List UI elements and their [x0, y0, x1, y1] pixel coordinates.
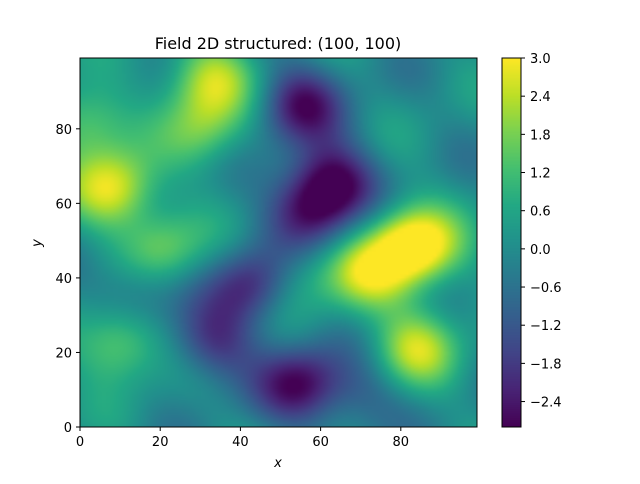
colorbar-tick-label: −1.2 — [530, 319, 562, 334]
y-tick-label: 80 — [55, 123, 72, 138]
x-axis-label: x — [273, 456, 282, 471]
x-tick-label: 60 — [312, 435, 329, 450]
colorbar-tick-label: −2.4 — [530, 396, 562, 411]
x-tick-label: 20 — [152, 435, 169, 450]
colorbar-frame — [501, 57, 522, 428]
y-axis-label: y — [30, 239, 45, 248]
x-tick-label: 80 — [393, 435, 410, 450]
colorbar-tick-label: −0.6 — [530, 281, 562, 296]
colorbar-tick-label: 1.2 — [530, 167, 551, 182]
y-tick-label: 60 — [55, 197, 72, 212]
colorbar-tick-label: 0.6 — [530, 205, 551, 220]
colorbar-tick-label: 2.4 — [530, 90, 551, 105]
chart-title: Field 2D structured: (100, 100) — [155, 34, 402, 53]
field-image — [80, 58, 477, 427]
colorbar-gradient — [502, 58, 521, 427]
x-tick-label: 0 — [76, 435, 84, 450]
x-tick-label: 40 — [232, 435, 249, 450]
colorbar-tick-label: 1.8 — [530, 128, 551, 143]
y-tick-label: 0 — [64, 421, 72, 436]
colorbar-tick-label: −1.8 — [530, 357, 562, 372]
colorbar-ticks: 3.0 2.4 1.8 1.2 0.6 0.0 −0.6 −1.2 −1.8 −2.4 — [521, 52, 562, 411]
colorbar-tick-label: 3.0 — [530, 52, 551, 67]
y-tick-label: 40 — [55, 272, 72, 287]
plot-frame — [79, 57, 478, 428]
colorbar: 3.0 2.4 1.8 1.2 0.6 0.0 −0.6 −1.2 −1.8 −2.4 — [501, 52, 562, 428]
colorbar-tick-label: 0.0 — [530, 243, 551, 258]
x-axis-ticks: 0 20 40 60 80 — [76, 427, 409, 450]
plot-area — [79, 57, 478, 428]
y-axis-ticks: 0 20 40 60 80 — [55, 123, 80, 436]
y-tick-label: 20 — [55, 346, 72, 361]
